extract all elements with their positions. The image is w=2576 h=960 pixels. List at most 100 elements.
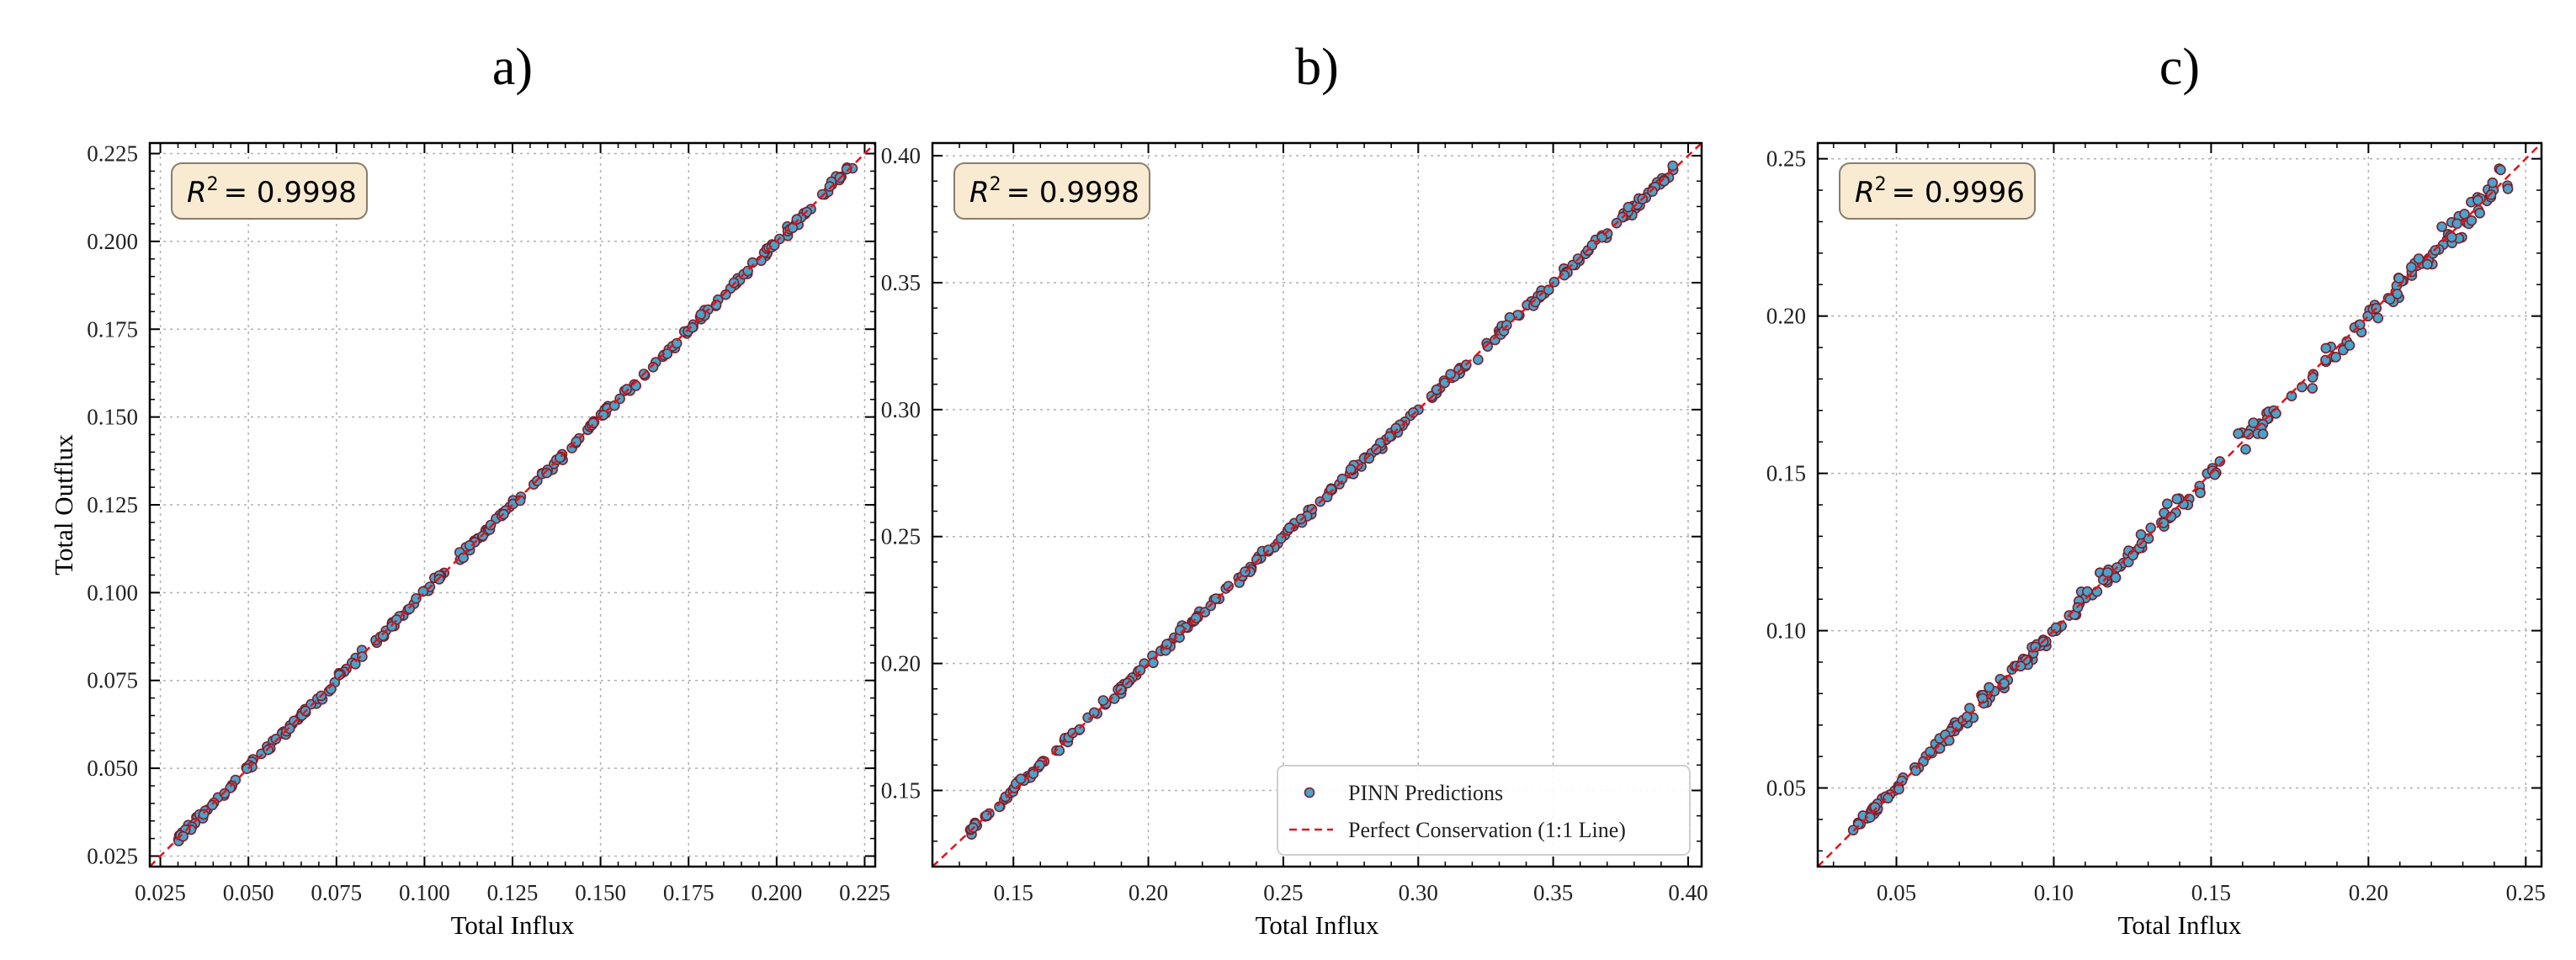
data-point bbox=[1536, 290, 1547, 301]
y-tick-label: 0.30 bbox=[881, 397, 921, 422]
plot-area bbox=[932, 143, 1702, 867]
data-point bbox=[1543, 284, 1554, 295]
x-tick-label: 0.100 bbox=[399, 880, 450, 905]
data-point bbox=[2015, 660, 2026, 672]
data-point bbox=[1910, 765, 1921, 777]
x-axis-label: Total Influx bbox=[2118, 910, 2242, 940]
x-tick-label: 0.30 bbox=[1399, 880, 1438, 905]
axes-frame bbox=[931, 141, 1703, 868]
r-squared-label: R2 = 0.9998 bbox=[969, 174, 1139, 210]
x-tick-label: 0.40 bbox=[1668, 880, 1708, 905]
panel-label: b) bbox=[1295, 39, 1339, 96]
data-point bbox=[1439, 377, 1450, 389]
data-point bbox=[2257, 428, 2269, 440]
data-point bbox=[2372, 312, 2384, 324]
data-point bbox=[2307, 383, 2318, 394]
y-tick-label: 0.125 bbox=[87, 492, 138, 517]
x-tick-label: 0.225 bbox=[839, 880, 890, 905]
data-point bbox=[1869, 801, 1881, 813]
data-point bbox=[720, 289, 731, 300]
data-point bbox=[2502, 183, 2514, 194]
data-point bbox=[411, 592, 422, 604]
data-point bbox=[2495, 164, 2506, 176]
r-squared-value: = 0.9996 bbox=[1892, 176, 2025, 210]
x-tick-label: 0.200 bbox=[751, 880, 802, 905]
y-tick-label: 0.075 bbox=[87, 668, 138, 693]
y-tick-label: 0.40 bbox=[881, 143, 921, 168]
data-point bbox=[1251, 554, 1262, 565]
data-point bbox=[2393, 273, 2404, 284]
axes-frame bbox=[148, 141, 877, 868]
data-point bbox=[1482, 341, 1493, 353]
data-point bbox=[2240, 443, 2251, 455]
data-point bbox=[1161, 639, 1172, 650]
pinn-predictions-series bbox=[1847, 163, 2514, 836]
x-tick-label: 0.05 bbox=[1877, 880, 1916, 905]
data-point bbox=[1015, 773, 1027, 785]
x-tick-label: 0.150 bbox=[575, 880, 626, 905]
r-exponent: 2 bbox=[207, 174, 219, 195]
x-tick-label: 0.075 bbox=[311, 880, 362, 905]
data-point bbox=[2135, 528, 2147, 540]
data-point bbox=[417, 586, 429, 597]
y-tick-label: 0.10 bbox=[1766, 618, 1806, 644]
legend-label-points: PINN Predictions bbox=[1348, 781, 1503, 805]
axes-frame bbox=[1816, 141, 2543, 868]
data-point bbox=[2145, 522, 2156, 533]
data-point bbox=[2344, 340, 2356, 351]
r-exponent: 2 bbox=[1875, 174, 1887, 195]
data-point bbox=[1321, 491, 1333, 503]
data-point bbox=[671, 337, 683, 349]
data-point bbox=[1925, 746, 1936, 757]
panel-label: a) bbox=[492, 39, 533, 96]
y-tick-label: 0.25 bbox=[1766, 146, 1806, 172]
data-point bbox=[2158, 517, 2170, 528]
data-point bbox=[687, 321, 698, 333]
panel-label: c) bbox=[2159, 39, 2200, 96]
y-tick-label: 0.20 bbox=[1766, 304, 1806, 329]
x-axis-label: Total Influx bbox=[1256, 910, 1379, 940]
data-point bbox=[746, 257, 758, 268]
data-point bbox=[2248, 417, 2259, 428]
r-squared-value: = 0.9998 bbox=[224, 176, 357, 210]
data-point bbox=[1999, 677, 2010, 689]
data-point bbox=[2171, 493, 2183, 505]
data-point bbox=[1408, 406, 1419, 418]
data-point bbox=[787, 222, 799, 234]
y-tick-label: 0.100 bbox=[87, 580, 138, 605]
data-point bbox=[1530, 296, 1541, 308]
y-tick-label: 0.150 bbox=[87, 405, 138, 430]
y-tick-label: 0.175 bbox=[87, 316, 138, 342]
y-tick-label: 0.20 bbox=[881, 651, 921, 676]
x-tick-label: 0.175 bbox=[663, 880, 714, 905]
r-symbol: R bbox=[187, 176, 207, 210]
r-squared-label: R2 = 0.9998 bbox=[187, 174, 357, 210]
x-tick-label: 0.20 bbox=[1129, 880, 1168, 905]
r-exponent: 2 bbox=[990, 174, 1001, 195]
x-tick-label: 0.25 bbox=[1263, 880, 1303, 905]
data-point bbox=[768, 240, 780, 251]
perfect-conservation-line bbox=[150, 143, 875, 867]
data-point bbox=[1445, 369, 1456, 380]
data-point bbox=[1028, 768, 1039, 779]
x-tick-label: 0.25 bbox=[2506, 880, 2546, 905]
x-tick-label: 0.15 bbox=[2191, 880, 2231, 905]
perfect-conservation-line bbox=[1818, 143, 2541, 867]
data-point bbox=[2384, 294, 2396, 305]
y-tick-label: 0.05 bbox=[1766, 776, 1806, 801]
data-point bbox=[2474, 208, 2485, 219]
x-tick-label: 0.025 bbox=[135, 880, 186, 905]
legend: PINN Predictions Perfect Conservation (1:… bbox=[1277, 765, 1691, 856]
r-squared-label: R2 = 0.9996 bbox=[1855, 174, 2025, 210]
data-point bbox=[178, 830, 189, 842]
data-point bbox=[2162, 498, 2173, 510]
data-point bbox=[288, 715, 300, 727]
legend-marker-points bbox=[1304, 787, 1315, 798]
data-point bbox=[284, 723, 295, 735]
y-tick-label: 0.200 bbox=[87, 229, 138, 254]
data-point bbox=[841, 163, 852, 175]
r-squared-box bbox=[953, 162, 1150, 220]
x-axis-label: Total Influx bbox=[451, 910, 575, 940]
data-point bbox=[2472, 194, 2483, 206]
x-tick-label: 0.35 bbox=[1533, 880, 1573, 905]
